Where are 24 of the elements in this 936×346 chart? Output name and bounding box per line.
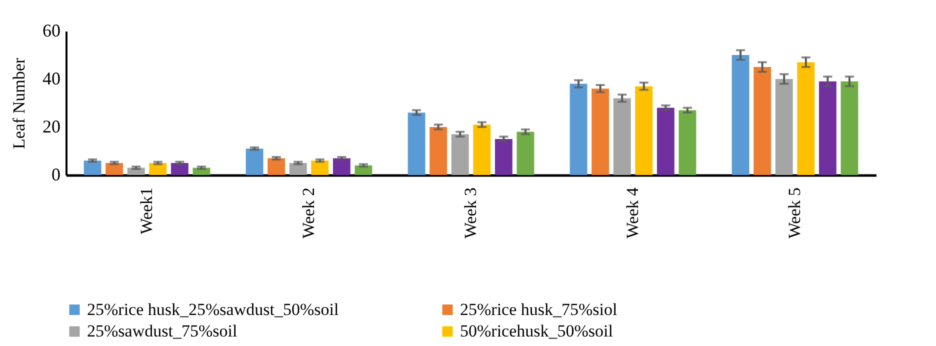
legend-label: 50%ricehusk_50%soil	[460, 322, 614, 340]
x-tick-label: Week 5	[785, 188, 804, 239]
x-tick-label: Week 3	[461, 188, 480, 239]
x-tick-label: Week 4	[623, 187, 642, 239]
y-tick-label: 40	[42, 68, 60, 88]
legend-label: 25%rice husk_25%sawdust_50%soil	[87, 300, 339, 319]
y-tick-label: 20	[42, 116, 60, 136]
bar	[754, 67, 772, 175]
x-tick-label: Week 2	[299, 188, 318, 239]
bar	[570, 84, 588, 175]
bar	[732, 55, 750, 175]
bar	[797, 62, 815, 175]
bar	[592, 88, 610, 175]
y-axis-title: Leaf Number	[10, 58, 28, 150]
bar	[818, 81, 836, 175]
bar	[635, 86, 653, 175]
y-tick-label: 60	[42, 20, 60, 40]
legend-label: 25%sawdust_75%soil	[87, 322, 238, 340]
x-tick-label: Week1	[137, 188, 156, 234]
bar	[613, 98, 631, 175]
bar	[840, 81, 858, 175]
legend-label: 25%rice husk_75%siol	[460, 300, 618, 319]
bar	[775, 79, 793, 175]
y-tick-label: 0	[52, 164, 60, 184]
